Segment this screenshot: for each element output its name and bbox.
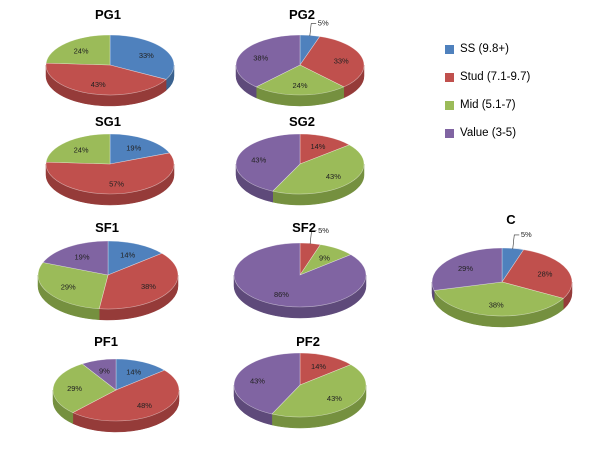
pie-label-c-value: 29% bbox=[458, 264, 473, 273]
pie-chart-pf2: 14% 43% 43% PF2 bbox=[233, 334, 367, 429]
legend-item-stud: Stud (7.1-9.7) bbox=[445, 70, 595, 84]
pie-title-pf1: PF1 bbox=[94, 334, 118, 349]
pie-slice-pf1-stud bbox=[72, 369, 180, 422]
pie-slice-c-stud bbox=[501, 249, 573, 299]
pie-leader-pg2-ss bbox=[309, 23, 317, 36]
pie-label-pf2-stud: 14% bbox=[311, 362, 326, 371]
pie-label-pg1-mid: 24% bbox=[74, 47, 89, 56]
pie-chart-pg1: 33% 43% 24% PG1 bbox=[45, 7, 175, 107]
legend-swatch-value bbox=[445, 128, 454, 138]
pie-label-sg2-mid: 43% bbox=[326, 172, 341, 181]
pie-chart-sf2: 5% 9% 86% SF2 bbox=[233, 220, 367, 319]
pie-slice-sf1-value bbox=[42, 240, 109, 276]
pie-title-sg2: SG2 bbox=[289, 114, 315, 129]
pie-label-c-ss: 5% bbox=[521, 230, 532, 239]
pie-slice-sg1-ss bbox=[109, 133, 171, 165]
pie-label-pf2-mid: 43% bbox=[327, 394, 342, 403]
pie-label-pf1-value: 9% bbox=[99, 366, 110, 375]
pie-label-c-stud: 28% bbox=[537, 270, 552, 279]
pie-slice-sg2-mid bbox=[272, 144, 365, 195]
legend-label-mid: Mid (5.1-7) bbox=[460, 99, 516, 111]
pie-slice-pg2-mid bbox=[255, 64, 345, 96]
pie-label-c-mid: 38% bbox=[489, 300, 504, 309]
pie-slice-pg1-stud bbox=[45, 62, 167, 96]
pie-label-sf1-ss: 14% bbox=[120, 251, 135, 260]
pie-slice-pf1-ss bbox=[115, 358, 166, 391]
pie-title-c: C bbox=[506, 212, 516, 227]
pie-slice-pf2-value bbox=[233, 352, 301, 415]
pie-label-pf1-ss: 14% bbox=[126, 367, 141, 376]
legend: SS (9.8+) Stud (7.1-9.7) Mid (5.1-7) Val… bbox=[445, 42, 595, 154]
pie-slice-sf1-ss bbox=[107, 240, 163, 276]
pie-label-sf2-mid: 9% bbox=[319, 254, 330, 263]
pie-chart-pf1: 14% 48% 29% 9% PF1 bbox=[52, 334, 180, 433]
pie-title-pg2: PG2 bbox=[289, 7, 315, 22]
pie-label-sg2-stud: 14% bbox=[310, 142, 325, 151]
pie-slice-sg2-stud bbox=[299, 133, 351, 165]
pie-title-pg1: PG1 bbox=[95, 7, 121, 22]
pie-slice-sf1-stud bbox=[98, 252, 179, 310]
pie-title-sg1: SG1 bbox=[95, 114, 121, 129]
pie-chart-sg2: 14% 43% 43% SG2 bbox=[235, 114, 365, 206]
pie-slice-sf1-mid bbox=[37, 262, 109, 310]
pie-title-sf2: SF2 bbox=[292, 220, 316, 235]
pie-label-pg2-ss: 5% bbox=[318, 19, 329, 28]
legend-swatch-mid bbox=[445, 100, 454, 110]
pie-label-pf1-mid: 29% bbox=[67, 384, 82, 393]
pie-label-sg2-value: 43% bbox=[251, 156, 266, 165]
pie-chart-c: 5% 28% 38% 29% C bbox=[431, 212, 573, 328]
pie-label-sf2-stud: 5% bbox=[318, 226, 329, 235]
pie-slice-sf2-value bbox=[233, 242, 367, 308]
legend-swatch-stud bbox=[445, 72, 454, 82]
pie-slice-c-value bbox=[431, 247, 503, 291]
pie-slice-pg1-mid bbox=[45, 34, 111, 66]
pie-slice-pf1-value bbox=[81, 358, 117, 391]
legend-item-ss: SS (9.8+) bbox=[445, 42, 595, 56]
pie-slice-pg2-value bbox=[235, 34, 301, 88]
pie-leader-sf2-stud bbox=[309, 230, 317, 245]
legend-item-value: Value (3-5) bbox=[445, 126, 595, 140]
pie-slice-pg1-ss bbox=[109, 34, 175, 80]
pie-label-pf2-value: 43% bbox=[250, 376, 265, 385]
pie-label-sf1-mid: 29% bbox=[61, 282, 76, 291]
pie-label-pg2-mid: 24% bbox=[292, 81, 307, 90]
pie-slice-pf1-mid bbox=[52, 363, 117, 413]
pie-label-sg1-mid: 24% bbox=[74, 146, 89, 155]
pie-slice-c-mid bbox=[433, 281, 564, 317]
pie-title-sf1: SF1 bbox=[95, 220, 119, 235]
legend-label-value: Value (3-5) bbox=[460, 127, 517, 139]
legend-swatch-ss bbox=[445, 44, 454, 54]
legend-label-ss: SS (9.8+) bbox=[460, 43, 509, 55]
pie-chart-sf1: 14% 38% 29% 19% SF1 bbox=[37, 220, 179, 321]
pie-chart-sg1: 19% 57% 24% SG1 bbox=[45, 114, 175, 206]
pie-slice-pf2-stud bbox=[299, 352, 352, 386]
pie-label-sf2-value: 86% bbox=[274, 290, 289, 299]
pie-label-pg2-stud: 33% bbox=[334, 57, 349, 66]
pie-slice-pg2-stud bbox=[299, 36, 365, 88]
pie-label-pg1-stud: 43% bbox=[91, 80, 106, 89]
pie-label-pf1-stud: 48% bbox=[137, 401, 152, 410]
pie-label-pg2-value: 38% bbox=[253, 54, 268, 63]
legend-item-mid: Mid (5.1-7) bbox=[445, 98, 595, 112]
legend-label-stud: Stud (7.1-9.7) bbox=[460, 71, 531, 83]
pie-leader-c-ss bbox=[512, 234, 520, 250]
pie-label-sf1-value: 19% bbox=[75, 252, 90, 261]
pie-label-sf1-stud: 38% bbox=[141, 282, 156, 291]
pie-slice-sg1-mid bbox=[45, 133, 111, 165]
pie-label-pg1-ss: 33% bbox=[139, 51, 154, 60]
pie-slice-pf2-mid bbox=[271, 364, 367, 418]
pie-label-sg1-ss: 19% bbox=[126, 144, 141, 153]
pie-chart-pg2: 5% 33% 24% 38% PG2 bbox=[235, 7, 365, 107]
pie-title-pf2: PF2 bbox=[296, 334, 320, 349]
pie-label-sg1-stud: 57% bbox=[109, 180, 124, 189]
pie-slice-sg2-value bbox=[235, 133, 301, 192]
